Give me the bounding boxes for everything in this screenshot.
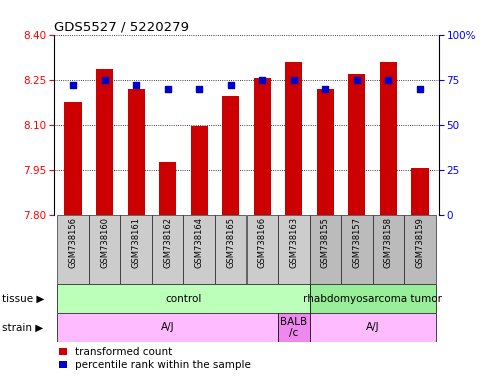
Legend: transformed count, percentile rank within the sample: transformed count, percentile rank withi…: [60, 347, 251, 370]
Text: control: control: [165, 293, 202, 304]
Bar: [246, 215, 278, 284]
Text: A/J: A/J: [161, 322, 175, 333]
Text: strain ▶: strain ▶: [2, 322, 44, 333]
Bar: [152, 215, 183, 284]
Bar: [253, 78, 271, 215]
Point: [353, 77, 361, 83]
Point: [101, 77, 108, 83]
Point: [227, 82, 235, 88]
Text: GSM738162: GSM738162: [163, 217, 172, 268]
Bar: [348, 74, 365, 215]
Text: tissue ▶: tissue ▶: [2, 293, 45, 304]
Text: GDS5527 / 5220279: GDS5527 / 5220279: [54, 20, 189, 33]
Bar: [380, 61, 397, 215]
Bar: [222, 96, 240, 215]
Bar: [411, 169, 428, 215]
Bar: [183, 215, 215, 284]
Text: GSM738163: GSM738163: [289, 217, 298, 268]
Text: GSM738156: GSM738156: [69, 217, 77, 268]
Bar: [310, 284, 436, 313]
Bar: [57, 284, 310, 313]
Text: GSM738164: GSM738164: [195, 217, 204, 268]
Point: [416, 86, 424, 92]
Bar: [65, 102, 82, 215]
Bar: [128, 89, 145, 215]
Bar: [278, 215, 310, 284]
Text: GSM738157: GSM738157: [352, 217, 361, 268]
Bar: [341, 215, 373, 284]
Bar: [191, 126, 208, 215]
Point: [258, 77, 266, 83]
Bar: [215, 215, 246, 284]
Point: [132, 82, 140, 88]
Bar: [89, 215, 120, 284]
Text: GSM738159: GSM738159: [416, 217, 424, 268]
Text: GSM738166: GSM738166: [258, 217, 267, 268]
Text: GSM738165: GSM738165: [226, 217, 235, 268]
Bar: [373, 215, 404, 284]
Text: GSM738161: GSM738161: [132, 217, 141, 268]
Bar: [57, 215, 89, 284]
Text: GSM738158: GSM738158: [384, 217, 393, 268]
Point: [321, 86, 329, 92]
Text: rhabdomyosarcoma tumor: rhabdomyosarcoma tumor: [303, 293, 442, 304]
Bar: [120, 215, 152, 284]
Bar: [285, 61, 302, 215]
Bar: [57, 313, 278, 342]
Bar: [278, 313, 310, 342]
Bar: [159, 162, 176, 215]
Bar: [404, 215, 436, 284]
Bar: [310, 313, 436, 342]
Text: GSM738155: GSM738155: [321, 217, 330, 268]
Bar: [310, 215, 341, 284]
Point: [290, 77, 298, 83]
Point: [69, 82, 77, 88]
Text: GSM738160: GSM738160: [100, 217, 109, 268]
Text: BALB
/c: BALB /c: [280, 316, 307, 338]
Bar: [96, 69, 113, 215]
Point: [164, 86, 172, 92]
Bar: [317, 89, 334, 215]
Point: [195, 86, 203, 92]
Point: [385, 77, 392, 83]
Text: A/J: A/J: [366, 322, 380, 333]
